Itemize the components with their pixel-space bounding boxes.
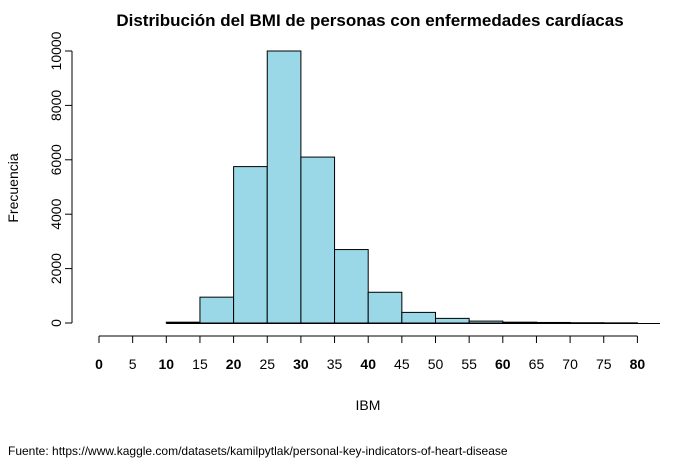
bars-group	[165, 50, 660, 324]
histogram-bar	[367, 291, 403, 324]
x-tick-label: 25	[259, 356, 275, 372]
x-tick-label: 40	[360, 356, 376, 372]
histogram-bar	[334, 249, 369, 324]
x-tick-label: 5	[129, 356, 137, 372]
x-axis: 0 5 10 15 20 25 30 35 40 45 50 55 60 65 70 75 80	[95, 335, 646, 372]
chart-title: Distribución del BMI de personas con enf…	[116, 11, 623, 30]
x-tick-label: 20	[226, 356, 242, 372]
y-tick-label: 10000	[48, 31, 64, 70]
histogram-bar	[266, 50, 302, 324]
x-tick-label: 70	[562, 356, 578, 372]
x-tick-label: 35	[327, 356, 343, 372]
x-tick-label: 10	[159, 356, 175, 372]
histogram-bar	[535, 321, 571, 324]
histogram-bar	[165, 321, 201, 324]
histogram-bar	[199, 296, 235, 324]
histogram-bar	[468, 320, 504, 324]
x-tick-label: 65	[529, 356, 545, 372]
y-tick-label: 4000	[48, 198, 64, 229]
y-axis-label: Frecuencia	[5, 153, 21, 222]
x-tick-label: 45	[394, 356, 410, 372]
x-tick-label: 15	[192, 356, 208, 372]
histogram-bar	[401, 311, 437, 324]
x-tick-label: 50	[428, 356, 444, 372]
x-tick-label: 60	[495, 356, 511, 372]
x-tick-label: 30	[293, 356, 309, 372]
y-tick-label: 6000	[48, 144, 64, 175]
y-tick-label: 0	[48, 319, 64, 327]
y-axis: 0 2000 4000 6000 8000 10000	[48, 31, 73, 327]
histogram-bar	[435, 317, 470, 324]
x-tick-label: 55	[461, 356, 477, 372]
y-tick-label: 2000	[48, 253, 64, 284]
histogram-bar	[300, 156, 336, 324]
x-axis-label: IBM	[356, 397, 381, 413]
y-tick-label: 8000	[48, 90, 64, 121]
x-tick-label: 80	[630, 356, 646, 372]
x-tick-label: 75	[596, 356, 612, 372]
histogram-bar	[233, 166, 268, 324]
x-tick-label: 0	[95, 356, 103, 372]
source-note: Fuente: https://www.kaggle.com/datasets/…	[8, 444, 508, 458]
histogram-bar	[502, 321, 537, 324]
